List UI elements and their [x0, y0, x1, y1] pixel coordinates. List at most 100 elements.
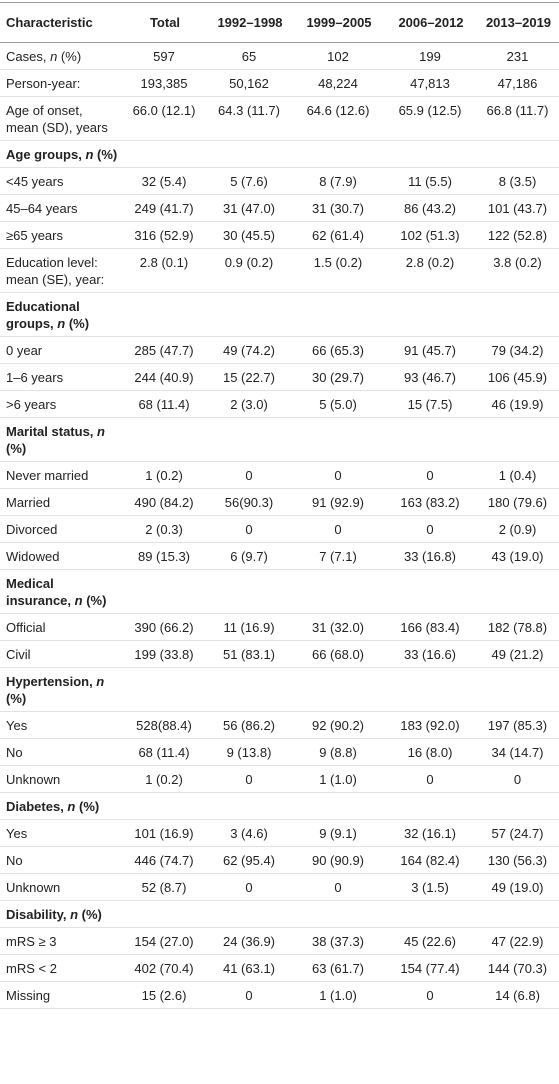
label-text: n	[96, 674, 105, 689]
value-cell: 79 (34.2)	[476, 336, 559, 364]
label-text: (%)	[82, 593, 107, 608]
value-cell: 390 (66.2)	[122, 613, 206, 641]
value-cell: 49 (19.0)	[476, 873, 559, 901]
value-cell: 6 (9.7)	[206, 542, 292, 570]
label-text: n	[67, 799, 76, 814]
value-cell: 49 (21.2)	[476, 640, 559, 668]
value-cell: 102 (51.3)	[384, 221, 476, 249]
value-cell: 47,813	[384, 69, 476, 97]
value-cell: 164 (82.4)	[384, 846, 476, 874]
value-cell: 199	[384, 42, 476, 70]
value-cell: 30 (29.7)	[292, 363, 384, 391]
value-cell: 2.8 (0.1)	[122, 248, 206, 293]
value-cell: 57 (24.7)	[476, 819, 559, 847]
label-text: (%)	[65, 316, 90, 331]
data-row: >6 years 68 (11.4) 2 (3.0) 5 (5.0) 15 (7.5) 4…	[0, 390, 559, 418]
value-cell: 31 (30.7)	[292, 194, 384, 222]
row-label: Age of onset, mean (SD), years	[0, 96, 122, 141]
empty-cell	[476, 140, 559, 168]
data-row: Education level: mean (SE), year: 2.8 (0.…	[0, 248, 559, 293]
label-text: 1–6 years	[6, 370, 64, 385]
empty-cell	[384, 900, 476, 928]
empty-cell	[122, 292, 206, 337]
data-row: Cases, n (%) 597 65 102 199 231	[0, 42, 559, 70]
label-text: Person-year:	[6, 76, 81, 91]
value-cell: 101 (16.9)	[122, 819, 206, 847]
label-text: No	[6, 853, 23, 868]
value-cell: 9 (9.1)	[292, 819, 384, 847]
value-cell: 446 (74.7)	[122, 846, 206, 874]
row-label: No	[0, 738, 122, 766]
empty-cell	[292, 667, 384, 712]
label-text: ≥65 years	[6, 228, 63, 243]
data-row: mRS ≥ 3 154 (27.0) 24 (36.9) 38 (37.3) 45 (2…	[0, 927, 559, 955]
value-cell: 50,162	[206, 69, 292, 97]
empty-cell	[476, 792, 559, 820]
empty-cell	[476, 667, 559, 712]
value-cell: 11 (5.5)	[384, 167, 476, 195]
value-cell: 24 (36.9)	[206, 927, 292, 955]
value-cell: 68 (11.4)	[122, 390, 206, 418]
value-cell: 49 (74.2)	[206, 336, 292, 364]
data-row: Civil 199 (33.8) 51 (83.1) 66 (68.0) 33 (16.…	[0, 640, 559, 668]
row-label: Official	[0, 613, 122, 641]
table-body: Cases, n (%) 597 65 102 199 231 Person-year: 19…	[0, 42, 559, 1009]
empty-cell	[122, 140, 206, 168]
column-header: 2006–2012	[384, 2, 476, 43]
value-cell: 66.8 (11.7)	[476, 96, 559, 141]
value-cell: 0	[292, 461, 384, 489]
value-cell: 490 (84.2)	[122, 488, 206, 516]
empty-cell	[292, 417, 384, 462]
value-cell: 2 (0.3)	[122, 515, 206, 543]
data-row: Divorced 2 (0.3) 0 0 0 2 (0.9)	[0, 515, 559, 543]
value-cell: 0	[384, 765, 476, 793]
row-label: Education level: mean (SE), year:	[0, 248, 122, 293]
label-text: <45 years	[6, 174, 64, 189]
value-cell: 597	[122, 42, 206, 70]
row-label: Unknown	[0, 765, 122, 793]
label-text: Marital status,	[6, 424, 98, 439]
section-label: Marital status, n (%)	[0, 417, 122, 462]
section-label: Age groups, n (%)	[0, 140, 122, 168]
label-text: Educational groups,	[6, 299, 80, 331]
data-row: Age of onset, mean (SD), years 66.0 (12.1…	[0, 96, 559, 141]
empty-cell	[292, 792, 384, 820]
empty-cell	[122, 900, 206, 928]
value-cell: 144 (70.3)	[476, 954, 559, 982]
value-cell: 154 (77.4)	[384, 954, 476, 982]
empty-cell	[206, 140, 292, 168]
row-label: Cases, n (%)	[0, 42, 122, 70]
row-label: Civil	[0, 640, 122, 668]
value-cell: 130 (56.3)	[476, 846, 559, 874]
value-cell: 31 (32.0)	[292, 613, 384, 641]
value-cell: 63 (61.7)	[292, 954, 384, 982]
value-cell: 249 (41.7)	[122, 194, 206, 222]
empty-cell	[384, 792, 476, 820]
label-text: Official	[6, 620, 46, 635]
row-label: >6 years	[0, 390, 122, 418]
empty-cell	[292, 140, 384, 168]
row-label: Widowed	[0, 542, 122, 570]
empty-cell	[206, 900, 292, 928]
data-row: Yes 528(88.4) 56 (86.2) 92 (90.2) 183 (92.0)…	[0, 711, 559, 739]
value-cell: 93 (46.7)	[384, 363, 476, 391]
row-label: mRS < 2	[0, 954, 122, 982]
value-cell: 9 (13.8)	[206, 738, 292, 766]
value-cell: 7 (7.1)	[292, 542, 384, 570]
value-cell: 47,186	[476, 69, 559, 97]
value-cell: 0	[206, 873, 292, 901]
label-text: (%)	[57, 49, 82, 64]
value-cell: 0	[206, 981, 292, 1009]
value-cell: 16 (8.0)	[384, 738, 476, 766]
value-cell: 9 (8.8)	[292, 738, 384, 766]
value-cell: 14 (6.8)	[476, 981, 559, 1009]
column-header: Characteristic	[0, 2, 122, 43]
value-cell: 33 (16.8)	[384, 542, 476, 570]
section-row: Hypertension, n (%)	[0, 667, 559, 712]
value-cell: 102	[292, 42, 384, 70]
label-text: Divorced	[6, 522, 58, 537]
value-cell: 285 (47.7)	[122, 336, 206, 364]
label-text: Yes	[6, 826, 28, 841]
empty-cell	[206, 792, 292, 820]
